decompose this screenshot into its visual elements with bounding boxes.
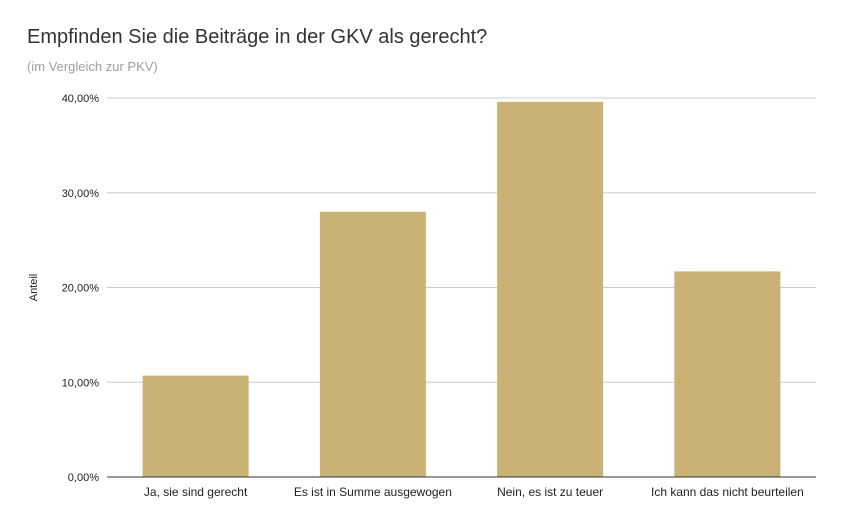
chart-subtitle: (im Vergleich zur PKV) [27,59,158,74]
x-tick-label: Ja, sie sind gerecht [144,485,248,499]
y-tick-labels: 0,00% 10,00% 20,00% 30,00% 40,00% [62,93,100,484]
y-tick-label: 30,00% [62,188,100,200]
bar [319,211,426,477]
bar [497,101,604,477]
x-tick-labels: Ja, sie sind gerecht Es ist in Summe ausg… [144,485,804,499]
chart-title: Empfinden Sie die Beiträge in der GKV al… [27,26,488,48]
y-tick-label: 10,00% [62,377,100,389]
y-tick-label: 0,00% [68,472,99,484]
y-tick-label: 20,00% [62,283,100,295]
x-tick-label: Nein, es ist zu teuer [497,485,603,499]
x-tick-label: Ich kann das nicht beurteilen [651,485,804,499]
bars [142,101,781,477]
y-axis-label: Anteil [28,274,40,302]
y-tick-label: 40,00% [62,93,100,105]
bar [674,271,781,477]
x-tick-label: Es ist in Summe ausgewogen [294,485,452,499]
bar [142,375,249,477]
